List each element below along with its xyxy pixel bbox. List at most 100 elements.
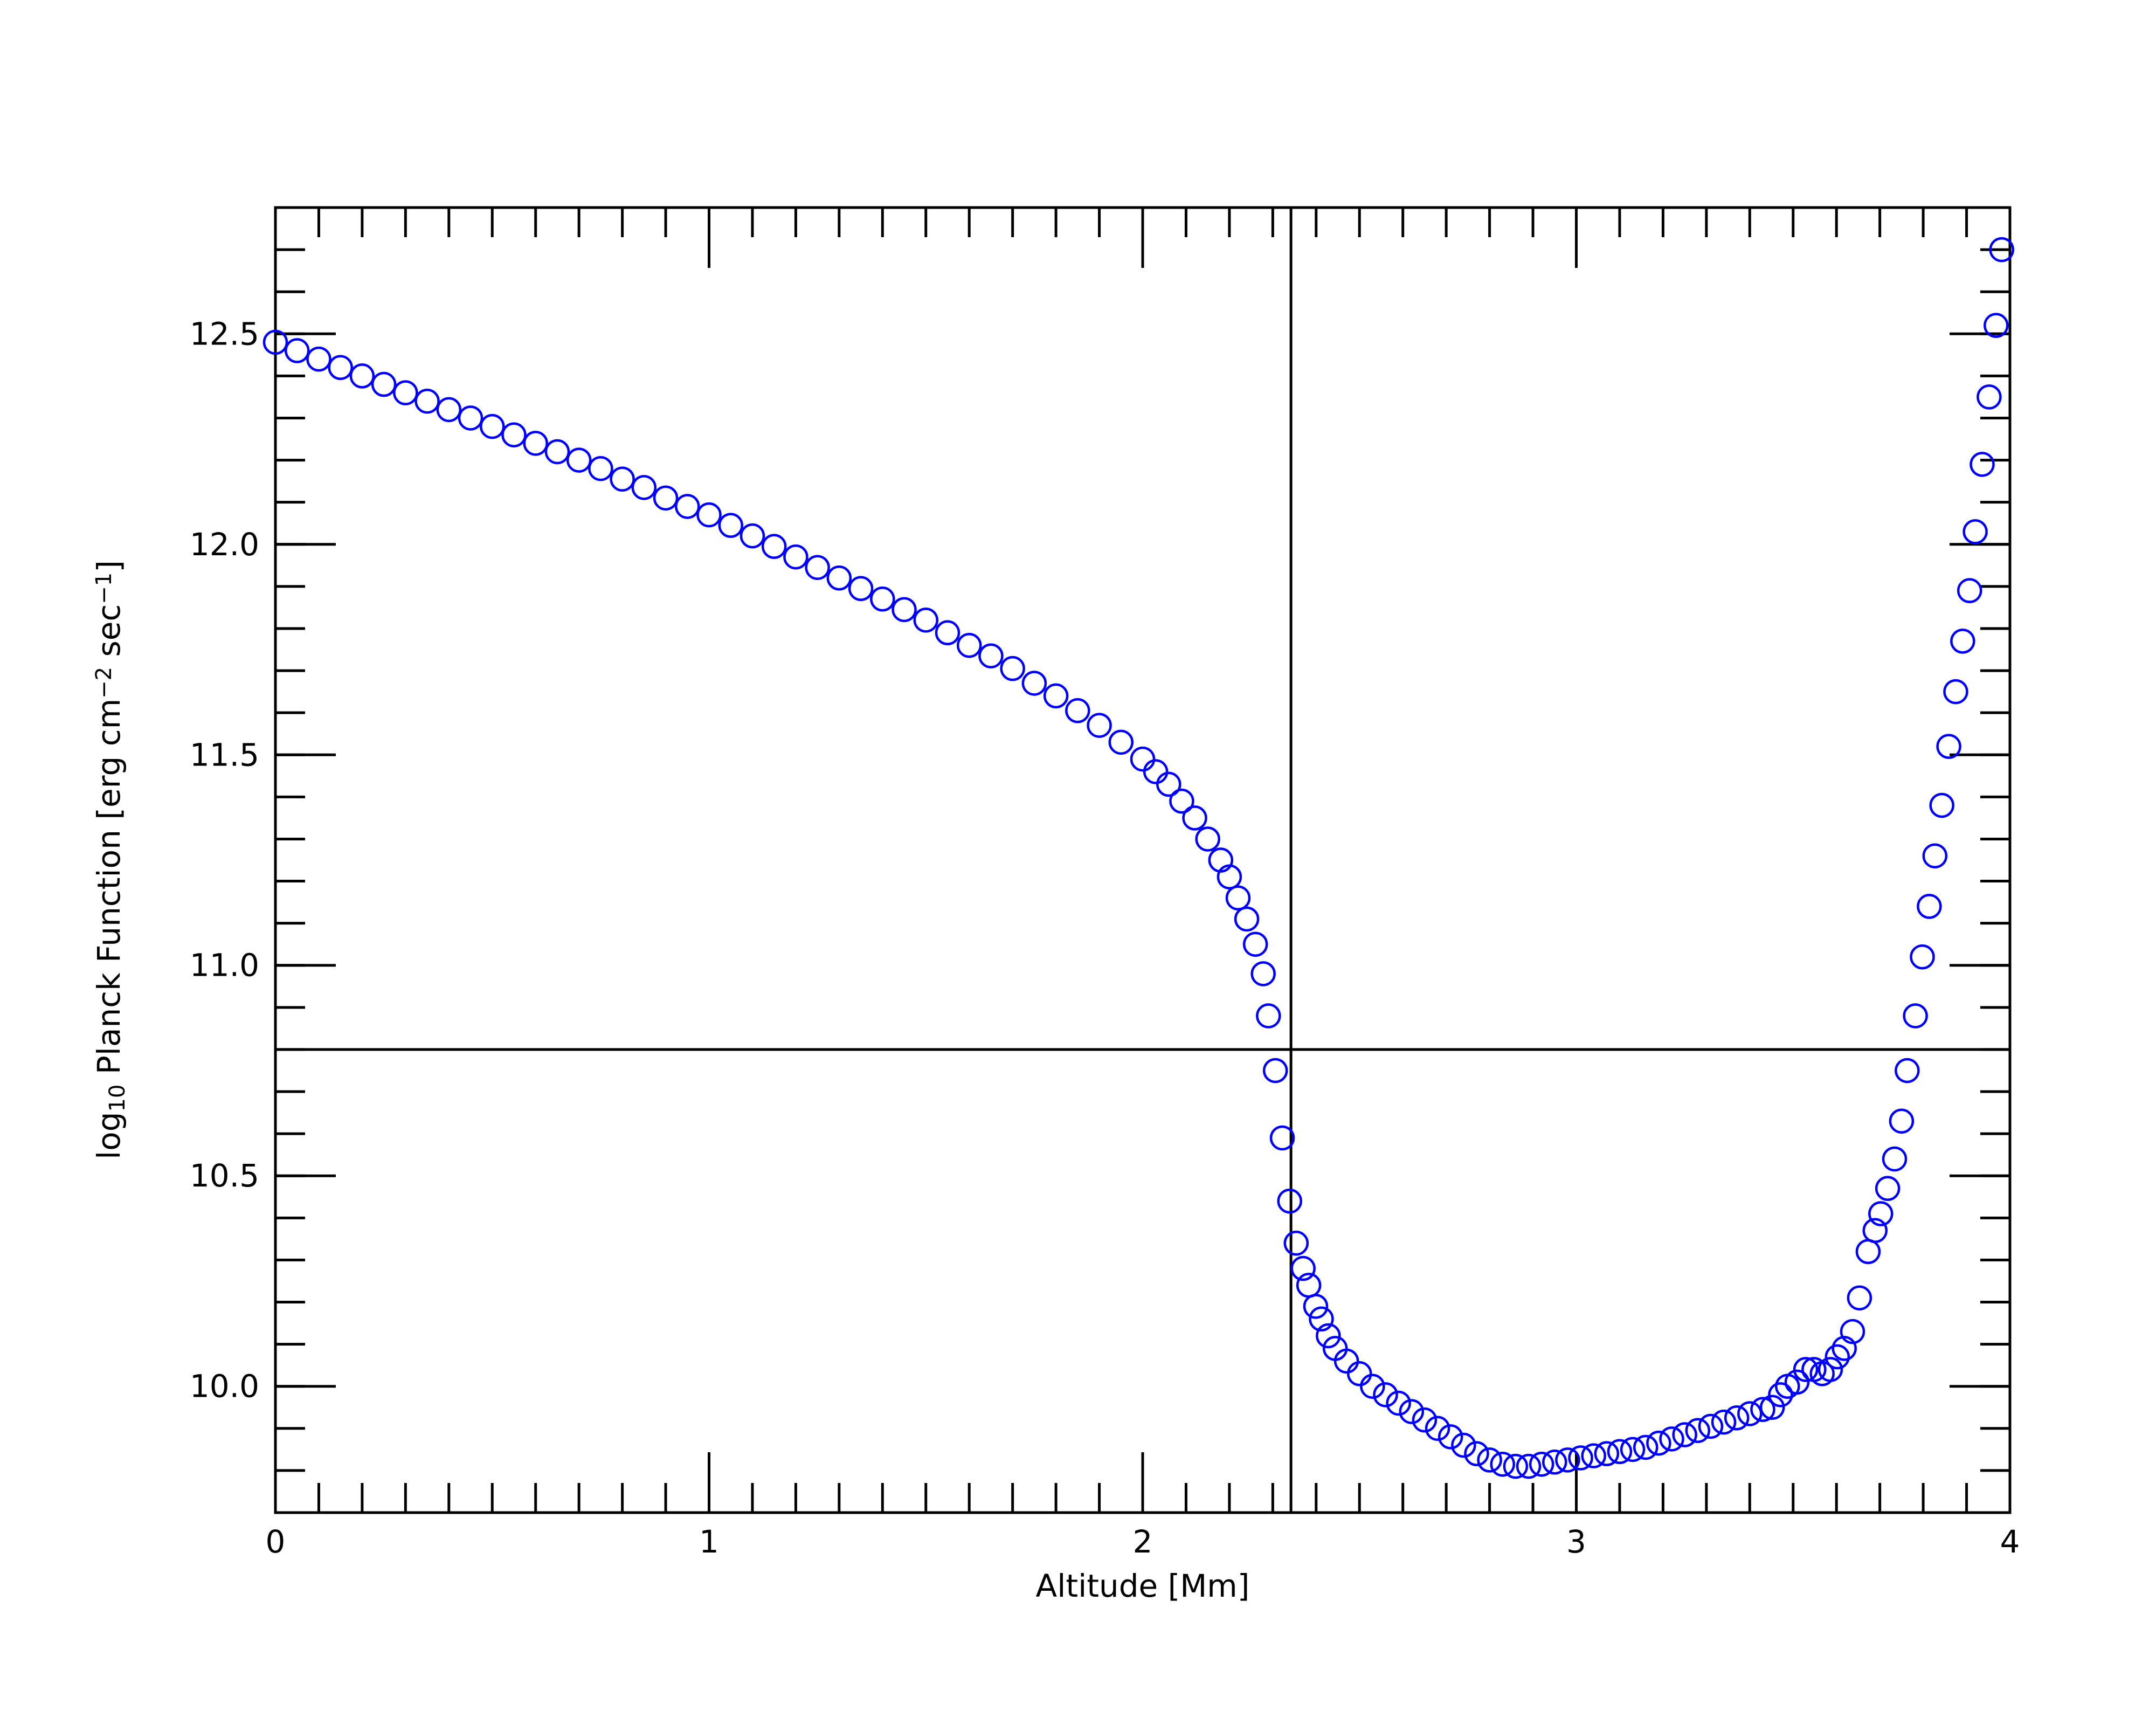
data-point xyxy=(1607,1439,1633,1465)
data-point xyxy=(1182,805,1207,831)
data-point xyxy=(1750,1397,1775,1422)
x-tick-label: 3 xyxy=(1566,1523,1586,1560)
data-point xyxy=(1503,1453,1529,1479)
data-point xyxy=(1087,713,1112,738)
data-point xyxy=(696,502,722,528)
data-point xyxy=(1156,771,1181,797)
data-point xyxy=(1659,1426,1684,1452)
data-point xyxy=(523,431,548,456)
data-point xyxy=(1464,1441,1489,1466)
data-point xyxy=(1262,1058,1288,1084)
data-point xyxy=(1542,1450,1567,1475)
data-point xyxy=(1108,729,1134,755)
data-point xyxy=(1989,237,2014,263)
data-point xyxy=(1922,843,1948,868)
data-point xyxy=(306,346,331,372)
data-point xyxy=(1373,1382,1398,1407)
data-point xyxy=(1698,1413,1724,1439)
y-tick-label: 12.0 xyxy=(190,526,259,563)
data-point xyxy=(1438,1424,1463,1450)
data-point xyxy=(1950,629,1975,654)
data-point xyxy=(1646,1430,1671,1456)
data-point xyxy=(892,597,917,623)
data-point xyxy=(501,422,527,447)
data-point xyxy=(1303,1294,1329,1319)
data-point xyxy=(1711,1409,1737,1435)
data-point xyxy=(1868,1201,1894,1226)
data-point xyxy=(1793,1357,1819,1382)
data-point xyxy=(1882,1146,1908,1172)
y-label-part: 10 xyxy=(105,1085,130,1112)
x-tick-label: 4 xyxy=(2000,1523,2020,1560)
data-point xyxy=(1360,1374,1385,1399)
data-point xyxy=(458,405,483,431)
data-point xyxy=(1309,1306,1334,1332)
data-point xyxy=(1283,1230,1309,1256)
y-label-part: −2 xyxy=(92,667,116,699)
y-label-part: ] xyxy=(91,560,127,572)
y-axis-label: log10 Planck Function [erg cm−2 sec−1] xyxy=(91,560,130,1160)
data-point xyxy=(1143,759,1169,784)
data-point xyxy=(1818,1357,1843,1382)
data-point xyxy=(1477,1447,1502,1473)
data-point xyxy=(1855,1239,1881,1265)
data-point xyxy=(1568,1445,1593,1471)
data-point xyxy=(588,456,613,481)
data-point xyxy=(718,513,743,538)
data-point xyxy=(349,363,375,389)
data-point xyxy=(1333,1348,1359,1374)
data-point xyxy=(653,485,679,511)
data-point xyxy=(1130,746,1156,772)
data-point xyxy=(1633,1434,1659,1460)
data-point xyxy=(913,608,938,633)
x-tick-label: 1 xyxy=(699,1523,719,1560)
data-point xyxy=(1555,1447,1580,1473)
data-point xyxy=(1910,944,1935,970)
data-point xyxy=(1065,698,1090,723)
x-tick-label: 2 xyxy=(1133,1523,1153,1560)
data-point xyxy=(978,643,1004,668)
data-point xyxy=(1169,788,1194,814)
data-point xyxy=(1250,961,1276,986)
data-point xyxy=(1737,1401,1763,1426)
data-point xyxy=(1840,1319,1865,1344)
data-point xyxy=(1451,1432,1476,1458)
data-point xyxy=(1957,578,1982,603)
data-point xyxy=(1399,1399,1425,1424)
data-point xyxy=(1234,906,1260,932)
data-point xyxy=(1516,1453,1542,1479)
data-point xyxy=(1962,519,1988,544)
data-point xyxy=(1936,734,1961,759)
data-point xyxy=(1490,1451,1515,1477)
data-point xyxy=(1875,1176,1901,1201)
data-point xyxy=(1685,1418,1711,1443)
y-tick-label: 11.5 xyxy=(190,736,259,773)
data-point xyxy=(1269,1125,1295,1151)
y-tick-label: 10.0 xyxy=(190,1368,259,1405)
data-point xyxy=(1903,1003,1928,1029)
data-point xyxy=(848,576,874,602)
y-tick-label: 12.5 xyxy=(190,315,259,352)
data-point xyxy=(740,523,765,549)
data-point xyxy=(1290,1255,1316,1281)
data-point xyxy=(761,534,787,559)
data-point xyxy=(1759,1395,1785,1420)
data-point xyxy=(328,355,353,381)
data-point xyxy=(544,439,570,465)
data-point xyxy=(566,447,592,473)
data-point xyxy=(1895,1058,1920,1084)
y-label-part: sec xyxy=(91,604,127,667)
data-point xyxy=(1316,1323,1341,1349)
plot-frame xyxy=(274,206,2012,1514)
data-point xyxy=(1977,384,2002,410)
data-point xyxy=(1984,313,2009,338)
y-label-part: log xyxy=(91,1112,127,1159)
y-label-part: Planck Function [erg cm xyxy=(91,699,127,1085)
data-point xyxy=(1832,1336,1857,1361)
y-label-part: −1 xyxy=(92,572,116,604)
data-point xyxy=(1943,679,1968,705)
data-point xyxy=(480,413,505,439)
data-point xyxy=(262,329,288,355)
data-point xyxy=(1917,894,1942,919)
